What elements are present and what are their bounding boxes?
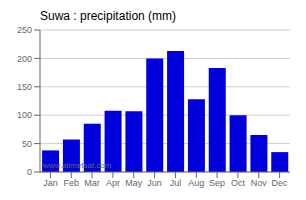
svg-text:Nov: Nov	[251, 178, 268, 188]
html-text:Suwa : precipitation (mm): Suwa : precipitation (mm)	[40, 9, 176, 23]
svg-text:Mar: Mar	[84, 178, 100, 188]
svg-text:Apr: Apr	[106, 178, 120, 188]
svg-text:150: 150	[17, 82, 32, 92]
svg-text:Aug: Aug	[188, 178, 204, 188]
svg-text:Dec: Dec	[272, 178, 289, 188]
svg-text:0: 0	[27, 167, 32, 177]
svg-text:May: May	[125, 178, 143, 188]
svg-text:Jul: Jul	[170, 178, 182, 188]
svg-text:Oct: Oct	[231, 178, 246, 188]
svg-text:Sep: Sep	[209, 178, 225, 188]
svg-text:200: 200	[17, 54, 32, 64]
svg-text:Jan: Jan	[43, 178, 58, 188]
svg-text:100: 100	[17, 110, 32, 120]
html-text:www.allmetsat.com: www.allmetsat.com	[43, 161, 112, 170]
svg-text:Feb: Feb	[63, 178, 79, 188]
svg-text:Jun: Jun	[147, 178, 162, 188]
svg-text:250: 250	[17, 25, 32, 35]
svg-text:50: 50	[22, 139, 32, 149]
